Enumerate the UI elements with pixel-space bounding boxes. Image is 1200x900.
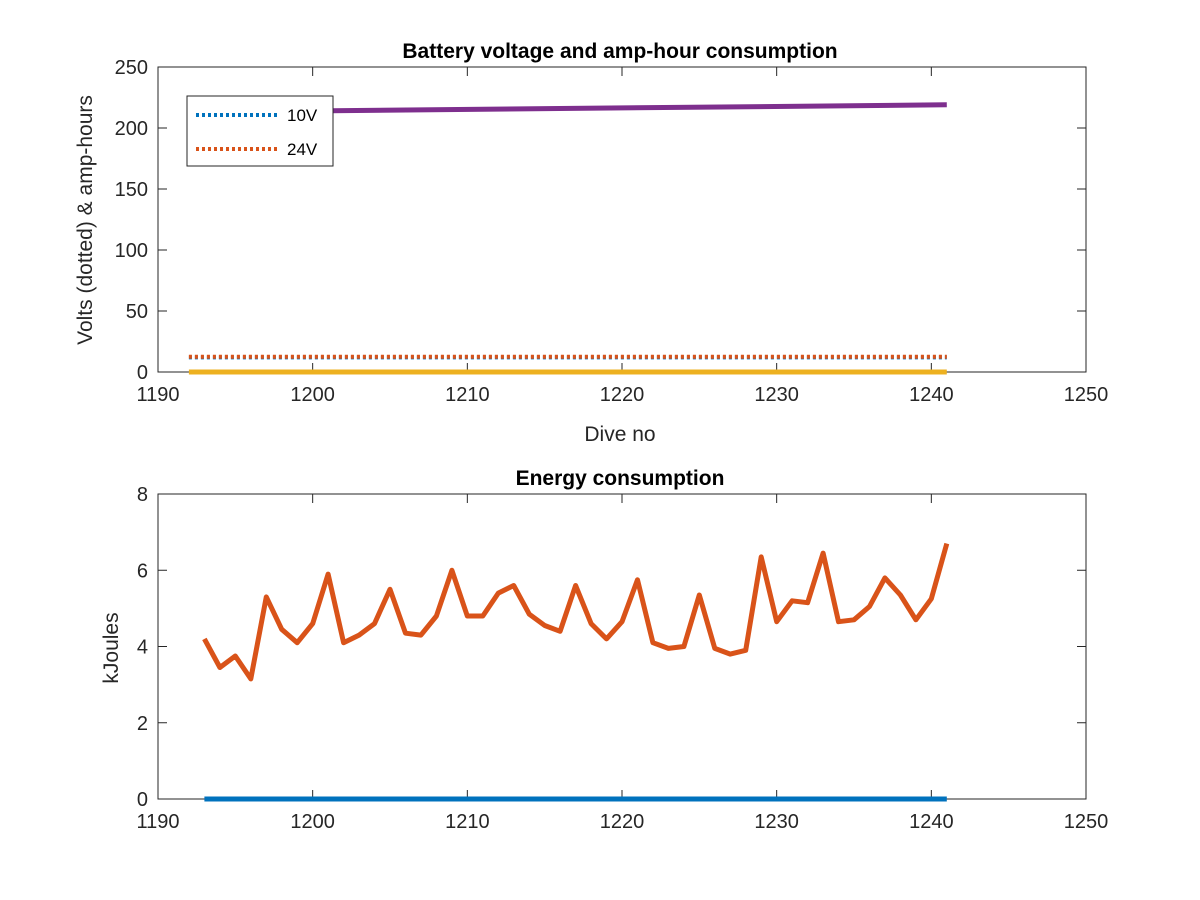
x-tick-label: 1190	[136, 811, 179, 833]
x-tick-label: 1250	[1064, 811, 1109, 833]
chart-title: Battery voltage and amp-hour consumption	[402, 40, 837, 63]
y-tick-label: 50	[126, 301, 148, 323]
y-tick-label: 250	[115, 57, 148, 79]
y-tick-label: 2	[137, 713, 148, 735]
series-line-1	[202, 542, 950, 682]
legend-label: 24V	[287, 140, 318, 159]
x-tick-label: 1200	[290, 811, 335, 833]
chart-battery-voltage: Battery voltage and amp-hour consumption…	[74, 40, 1108, 446]
chart-title: Energy consumption	[516, 467, 725, 490]
x-tick-label: 1230	[754, 384, 799, 406]
x-tick-label: 1220	[600, 384, 645, 406]
legend: 10V 24V	[186, 95, 334, 167]
legend-label: 10V	[287, 106, 318, 125]
x-tick-label: 1200	[290, 384, 335, 406]
y-axis-label: kJoules	[100, 612, 123, 683]
x-tick-label: 1230	[754, 811, 799, 833]
x-tick-label: 1210	[445, 384, 490, 406]
y-tick-label: 100	[115, 240, 148, 262]
plot-area	[202, 542, 950, 802]
x-tick-label: 1190	[136, 384, 179, 406]
x-tick-label: 1240	[909, 811, 954, 833]
x-tick-label: 1210	[445, 811, 490, 833]
y-tick-label: 0	[137, 362, 148, 384]
chart-energy-consumption: Energy consumption kJoules 1190 1200 1210 1…	[100, 467, 1108, 833]
x-tick-label: 1220	[600, 811, 645, 833]
y-tick-label: 200	[115, 118, 148, 140]
x-axis-label: Dive no	[584, 423, 655, 446]
y-tick-label: 150	[115, 179, 148, 201]
legend-box	[186, 95, 334, 167]
y-tick-label: 4	[137, 637, 148, 659]
x-tick-label: 1250	[1064, 384, 1109, 406]
y-axis-label: Volts (dotted) & amp-hours	[74, 95, 97, 345]
x-tick-label: 1240	[909, 384, 954, 406]
y-tick-label: 6	[137, 560, 148, 582]
y-tick-label: 8	[137, 484, 148, 506]
y-tick-label: 0	[137, 789, 148, 811]
plot-area	[188, 102, 947, 375]
